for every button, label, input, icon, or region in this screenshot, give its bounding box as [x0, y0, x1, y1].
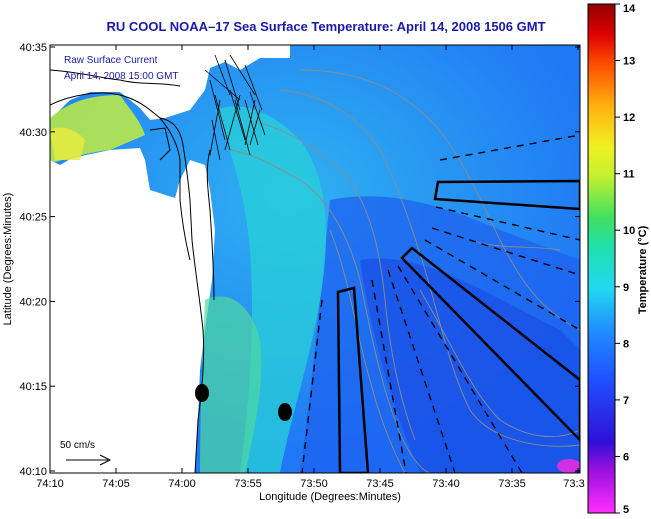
colorbar-ticks: 14 13 12 11 10 9 8 7 6 5	[615, 3, 636, 516]
x-tick-label: 73:3	[563, 478, 584, 490]
colorbar-tick-label: 5	[623, 504, 629, 516]
y-tick-label: 40:35	[19, 42, 47, 54]
colorbar	[587, 3, 616, 514]
x-tick-label: 73:35	[498, 478, 526, 490]
x-tick-label: 73:45	[366, 478, 394, 490]
y-tick-label: 40:10	[19, 466, 47, 478]
colorbar-label: Temperature (°C)	[637, 225, 649, 314]
plot-frame	[49, 44, 581, 474]
x-tick-label: 73:40	[432, 478, 460, 490]
scale-arrow-head	[99, 454, 112, 466]
survey-polygons	[336, 179, 580, 473]
y-tick-label: 40:25	[19, 212, 47, 224]
x-tick-label: 73:50	[300, 478, 328, 490]
y-tick-label: 40:30	[19, 127, 47, 139]
overlay-label-1: Raw Surface Current	[64, 55, 158, 66]
plot-area	[50, 45, 580, 473]
colorbar-tick-label: 12	[623, 112, 635, 124]
x-axis-label: Longitude (Degrees:Minutes)	[259, 491, 401, 503]
y-tick-label: 40:15	[19, 381, 47, 393]
transect-lines	[301, 134, 580, 473]
colorbar-tick-label: 13	[623, 56, 635, 68]
colorbar-tick-label: 6	[623, 451, 629, 463]
x-tick-label: 73:55	[234, 478, 262, 490]
x-tick-label: 74:05	[102, 478, 130, 490]
colorbar-tick-label: 14	[623, 3, 636, 15]
colorbar-tick-label: 10	[623, 225, 635, 237]
x-tick-label: 74:00	[168, 478, 196, 490]
y-axis-label: Latitude (Degrees:Minutes)	[2, 193, 14, 326]
scale-bar-label: 50 cm/s	[60, 440, 95, 451]
colorbar-tick-label: 11	[623, 169, 635, 181]
y-axis-ticks: 40:35 40:30 40:25 40:20 40:15 40:10	[19, 42, 580, 478]
overlay-label-2: April 14, 2008 15:00 GMT	[64, 71, 179, 82]
y-tick-label: 40:20	[19, 296, 47, 308]
station-marker-2	[278, 403, 292, 421]
colorbar-tick-label: 8	[623, 338, 629, 350]
x-tick-label: 74:10	[36, 478, 64, 490]
colorbar-tick-label: 9	[623, 282, 629, 294]
bathymetry-contours	[229, 69, 580, 473]
map-title: RU COOL NOAA–17 Sea Surface Temperature:…	[106, 19, 545, 34]
surface-current-vectors	[204, 54, 266, 161]
station-marker-1	[195, 384, 209, 402]
colorbar-tick-label: 7	[623, 395, 629, 407]
coastline	[50, 69, 215, 473]
